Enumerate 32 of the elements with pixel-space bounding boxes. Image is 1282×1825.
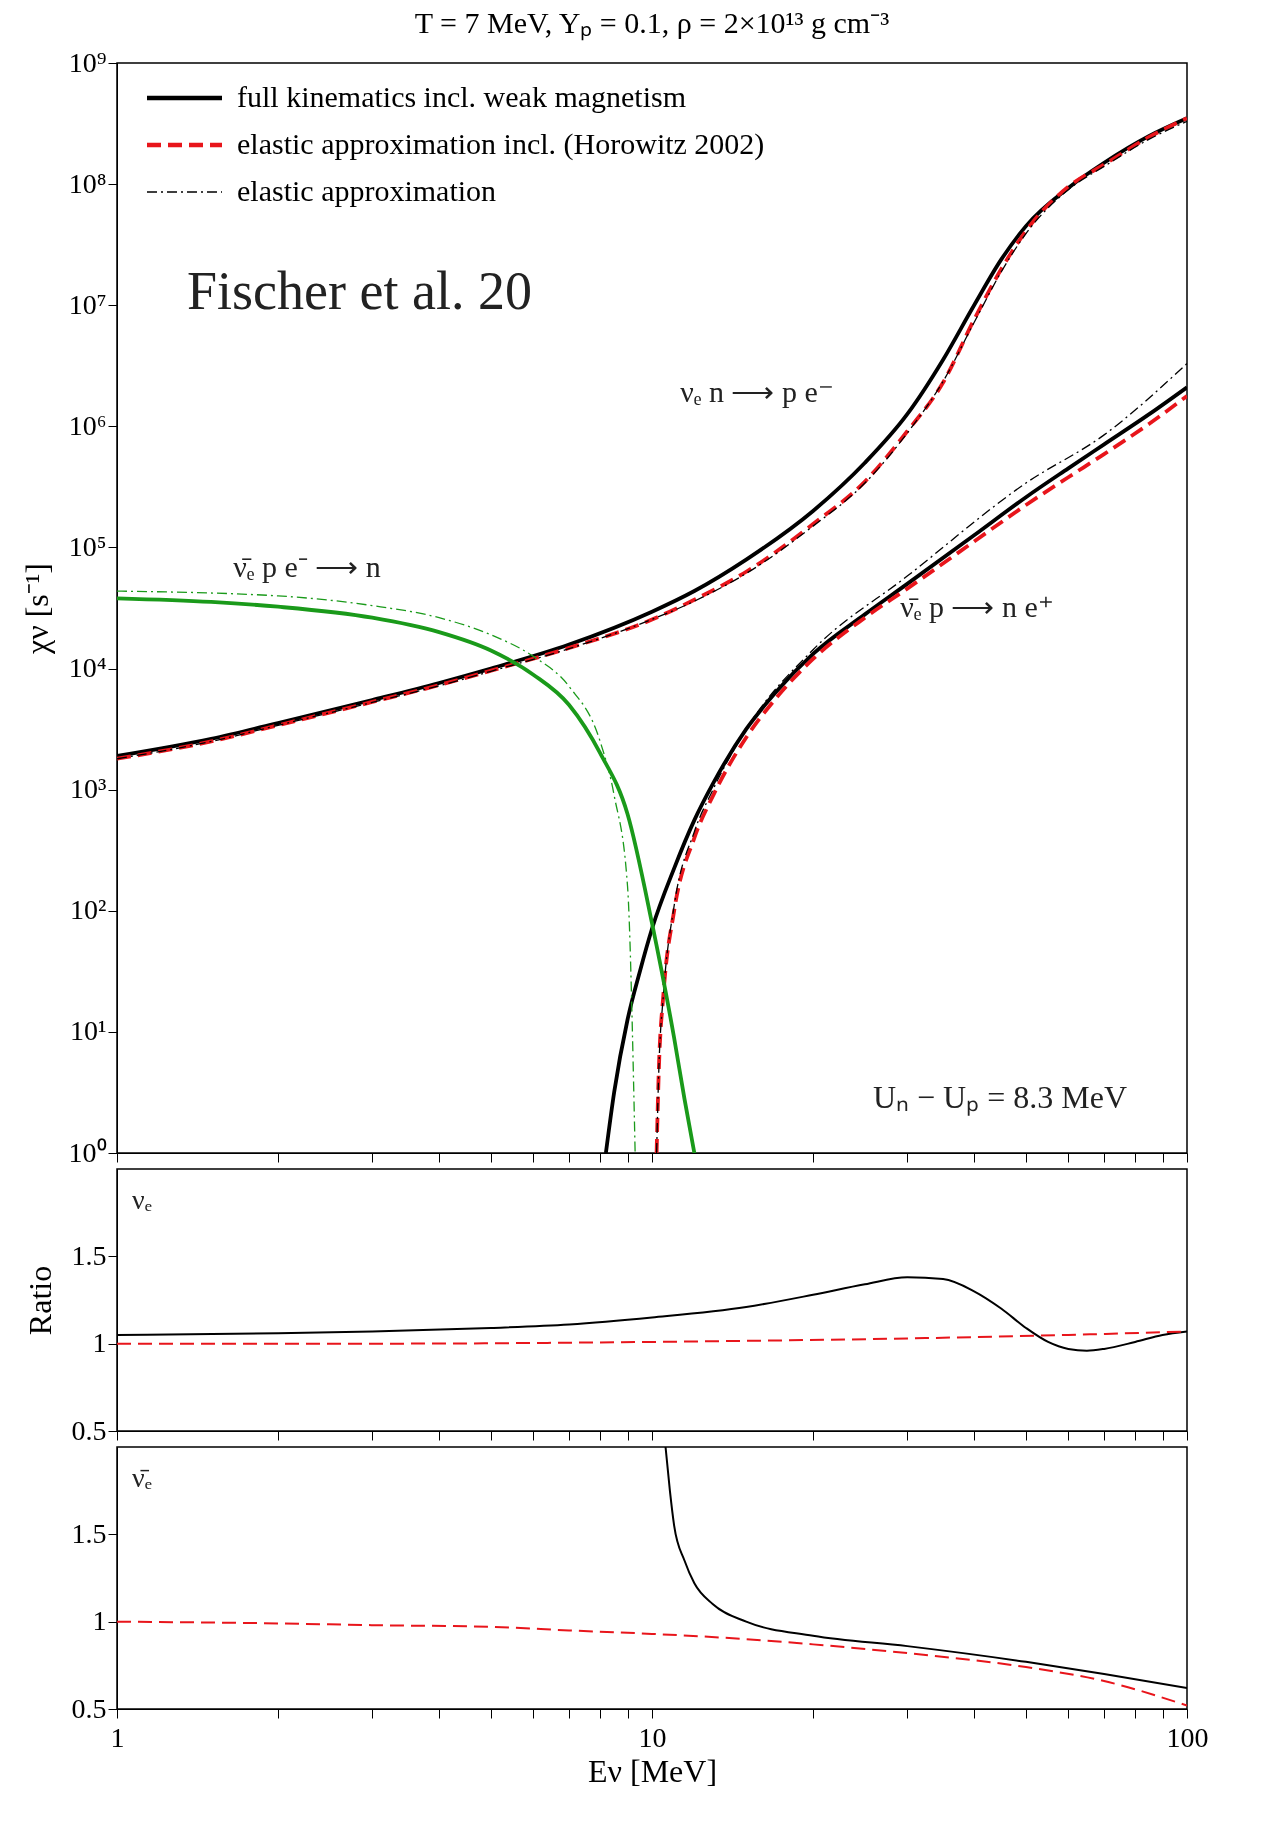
legend-label: elastic approximation incl. (Horowitz 2002) [237,127,765,161]
y-tick-label: 10⁴ [68,652,107,684]
y-tick-label: 1.5 [71,1517,107,1549]
y-tick-label: 10⁹ [68,46,107,78]
chart-title: T = 7 MeV, Yₚ = 0.1, ρ = 2×10¹³ g cm⁻³ [414,6,890,41]
y-tick-label: 10⁰ [68,1136,107,1168]
y-tick-label: 10⁷ [68,288,107,320]
y-tick-label: 1 [92,1605,107,1637]
annotation: ν̄ₑ p ⟶ n e⁺ [900,590,1054,623]
legend-label: elastic approximation [237,174,497,207]
legend-label: full kinematics incl. weak magnetism [237,80,687,113]
y-tick-label: 1.5 [71,1239,107,1271]
y-tick-label: 10⁵ [68,530,107,562]
y-tick-label: 10² [70,894,107,926]
y-tick-label: 10⁶ [68,409,107,441]
y-axis-title: χν [s⁻¹] [18,562,55,656]
x-axis-title: Eν [MeV] [587,1752,718,1789]
annotation: νₑ [132,1184,152,1215]
y-tick-label: 0.5 [71,1414,107,1446]
annotation: ν̄ₑ p e⁻ ⟶ n [233,550,381,583]
annotation: ν̄ₑ [132,1462,152,1493]
x-tick-label: 100 [1166,1721,1209,1753]
x-tick-label: 10 [638,1721,667,1753]
y-tick-label: 0.5 [71,1692,107,1724]
annotation: Uₙ − Uₚ = 8.3 MeV [872,1079,1127,1116]
y-tick-label: 10³ [70,773,107,805]
y-tick-label: 10¹ [70,1015,107,1047]
y-axis-title: Ratio [21,1265,58,1336]
annotation: νₑ n ⟶ p e⁻ [680,375,834,408]
y-tick-label: 1 [92,1327,107,1359]
y-tick-label: 10⁸ [68,167,107,199]
annotation: Fischer et al. 20 [187,261,532,321]
